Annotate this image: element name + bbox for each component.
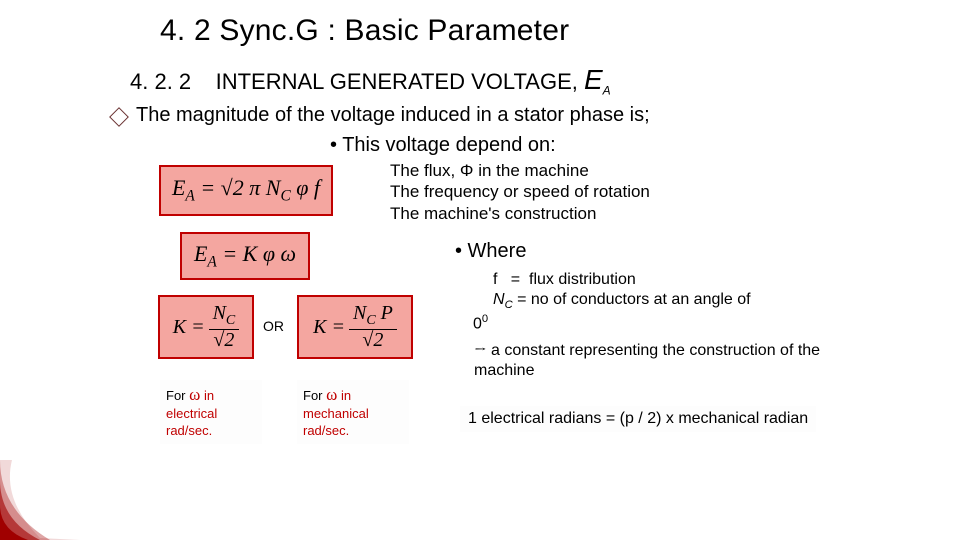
omega-note-mechanical: For ω in mechanical rad/sec. [297,380,409,444]
where-zero: 00 [473,312,923,334]
dependency-list: The flux, Φ in the machine The frequency… [390,160,650,224]
bullet-depend: • This voltage depend on: [330,134,556,157]
omega-note-electrical: For ω in electrical rad/sec. [160,380,262,444]
formula-4-frac: NC P √2 [349,303,397,351]
formula-2: EA = K φ ω [194,241,296,271]
section-subtitle: 4. 2. 2 INTERNAL GENERATED VOLTAGE, EA [130,64,611,97]
symbol-E: E [584,64,603,95]
formula-box-1: EA = √2 π NC φ f [159,165,333,216]
arrow-note: → a constant representing the constructi… [474,340,854,381]
dep-item: The flux, Φ in the machine [390,160,650,181]
where-heading: • Where [455,240,526,263]
diamond-icon [109,107,129,127]
formula-4: K = NC P √2 [313,303,397,351]
formula-3: K = NC √2 [173,303,240,351]
symbol-E-sub: A [603,83,611,97]
formula-1: EA = √2 π NC φ f [172,175,320,205]
where-body: f = flux distribution NC = no of conduct… [493,270,923,335]
formula-4-lhs: K = [313,316,345,339]
formula-box-3: K = NC √2 [158,295,254,359]
formula-box-4: K = NC P √2 [297,295,413,359]
dep-item: The frequency or speed of rotation [390,181,650,202]
formula-box-2: EA = K φ ω [180,232,310,280]
subtitle-number: 4. 2. 2 [130,69,191,94]
where-line-2: NC = no of conductors at an angle of [493,290,923,312]
page-title: 4. 2 Sync.G : Basic Parameter [160,14,569,48]
dep-item: The machine's construction [390,203,650,224]
where-line-1: f = flux distribution [493,270,923,290]
corner-decoration [0,460,80,540]
formula-3-lhs: K = [173,316,205,339]
radian-relation-note: 1 electrical radians = (p / 2) x mechani… [460,406,816,432]
diamond-bullet-line: The magnitude of the voltage induced in … [112,104,650,127]
arrow-icon: → [474,341,487,359]
subtitle-text: INTERNAL GENERATED VOLTAGE, [216,69,584,94]
or-label: OR [263,318,284,334]
diamond-text: The magnitude of the voltage induced in … [136,104,650,127]
formula-3-frac: NC √2 [209,303,240,351]
